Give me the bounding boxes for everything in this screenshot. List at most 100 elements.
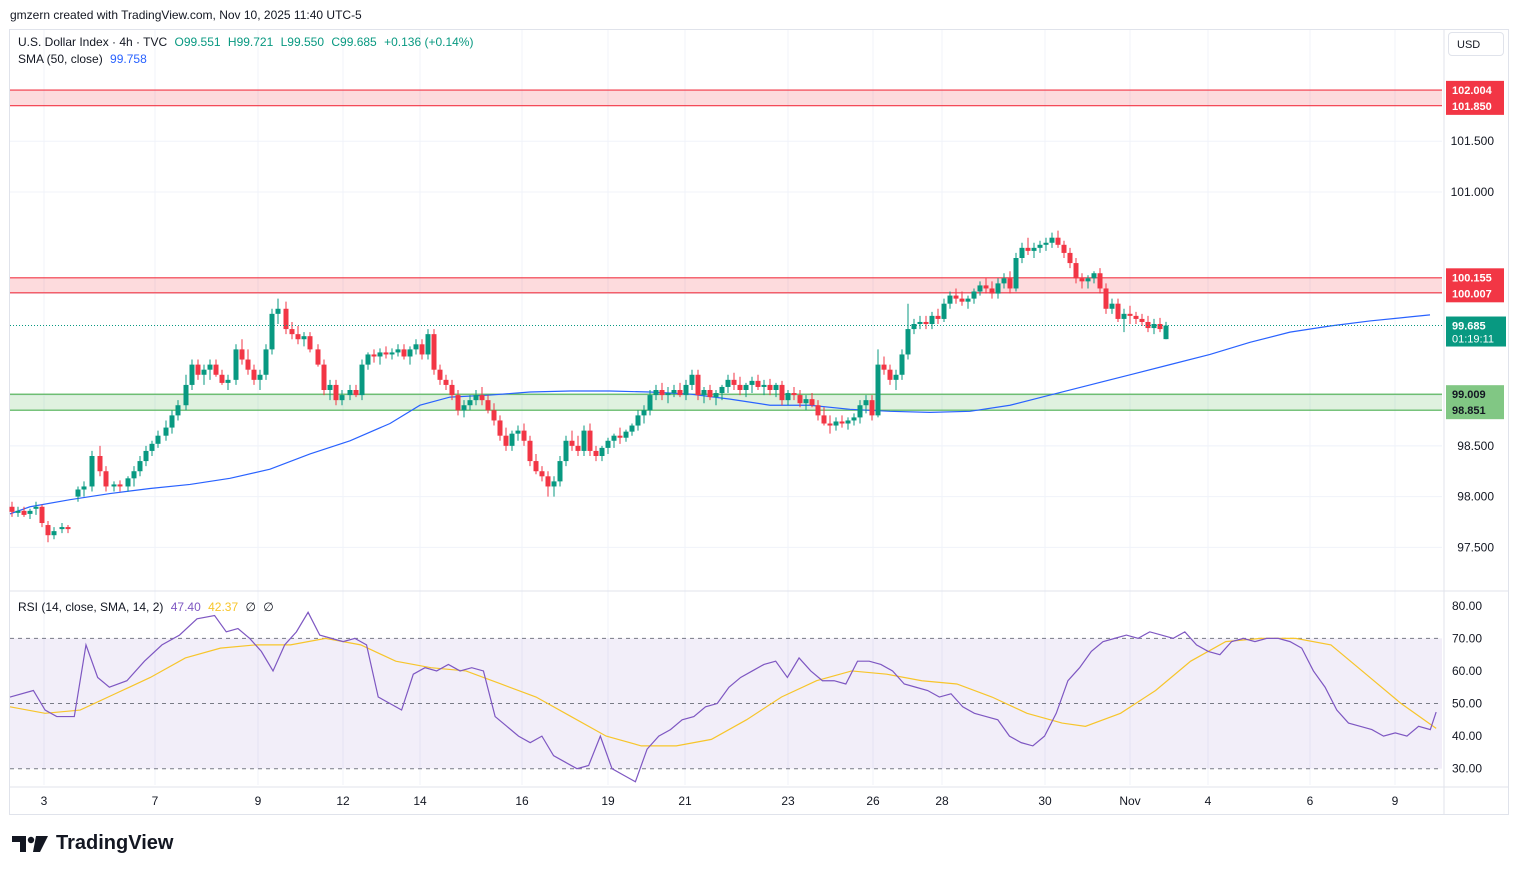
candle-body <box>1115 303 1121 319</box>
candle-body <box>749 380 755 385</box>
candle-body <box>665 393 671 396</box>
candle-body <box>75 489 81 497</box>
rsi-empty-2: ∅ <box>263 600 274 614</box>
zone-top-label: 99.009 <box>1452 389 1486 401</box>
candle-body <box>1007 278 1013 289</box>
candle-body <box>755 380 761 387</box>
candle-body <box>941 303 947 319</box>
candle-body <box>425 334 431 355</box>
candle-body <box>497 420 503 436</box>
sma-label: SMA (50, close) <box>18 52 103 66</box>
candle-body <box>455 395 461 411</box>
sma-value: 99.758 <box>110 52 147 66</box>
candle-body <box>467 400 473 406</box>
zone-price-tag <box>1446 268 1504 303</box>
candle-body <box>581 430 587 451</box>
zone-bottom-label: 100.007 <box>1452 288 1492 300</box>
candle-body <box>737 384 743 390</box>
tradingview-logo-icon <box>12 835 48 852</box>
ohlc-change: +0.136 (+0.14%) <box>384 35 474 49</box>
candle-body <box>1151 324 1157 329</box>
candle-body <box>1145 321 1151 329</box>
candle-body <box>1121 313 1127 319</box>
candle-body <box>959 298 965 302</box>
candle-body <box>183 384 189 406</box>
candle-body <box>593 450 599 456</box>
candle-body <box>339 395 345 401</box>
candle-body <box>155 435 161 444</box>
candle-body <box>365 354 371 365</box>
candle-body <box>695 374 701 396</box>
candle-body <box>833 421 839 426</box>
x-tick-label: 9 <box>255 794 262 808</box>
rsi-label: RSI (14, close, SMA, 14, 2) <box>18 600 164 614</box>
tradingview-brand[interactable]: TradingView <box>12 832 173 855</box>
x-tick-label: 23 <box>781 794 795 808</box>
candle-body <box>149 443 155 451</box>
candle-body <box>359 364 365 396</box>
x-tick-label: 16 <box>515 794 529 808</box>
candle-body <box>629 425 635 432</box>
candle-body <box>383 352 389 355</box>
candle-body <box>175 405 181 416</box>
rsi-legend[interactable]: RSI (14, close, SMA, 14, 2) 47.40 42.37 … <box>18 600 278 614</box>
candle-body <box>315 349 321 365</box>
y-tick-label: 98.500 <box>1457 439 1494 453</box>
zone-price-tag <box>1446 80 1504 115</box>
zone-bottom-label: 98.851 <box>1452 405 1486 417</box>
candle-body <box>1037 244 1043 248</box>
y-tick-label: 101.000 <box>1451 185 1495 199</box>
candle-body <box>1019 247 1025 258</box>
candle-body <box>995 283 1001 294</box>
candle-body <box>983 285 989 289</box>
candle-body <box>389 352 395 355</box>
candle-body <box>1097 273 1103 289</box>
currency-selector[interactable]: USD <box>1448 32 1504 56</box>
rsi-value: 47.40 <box>170 600 201 614</box>
candle-body <box>1049 237 1055 243</box>
y-tick-label: 98.000 <box>1457 490 1494 504</box>
candle-body <box>827 423 833 426</box>
symbol-name: U.S. Dollar Index · 4h · TVC <box>18 35 168 49</box>
candle-body <box>881 364 887 370</box>
candle-body <box>929 315 935 324</box>
brand-name: TradingView <box>56 832 174 854</box>
rsi-empty-1: ∅ <box>245 600 256 614</box>
candle-body <box>671 390 677 394</box>
candle-body <box>449 384 455 396</box>
rsi-tick-label: 80.00 <box>1452 599 1482 613</box>
candle-body <box>201 369 207 375</box>
candle-body <box>401 349 407 357</box>
candle-body <box>1055 237 1061 245</box>
sma-legend[interactable]: SMA (50, close) 99.758 <box>18 52 151 66</box>
candle-body <box>815 405 821 416</box>
zone-top-label: 100.155 <box>1452 272 1492 284</box>
candle-body <box>587 430 593 451</box>
candle-body <box>283 308 289 330</box>
candle-body <box>9 506 15 512</box>
candle-body <box>33 506 39 509</box>
candle-body <box>117 484 123 487</box>
candle-body <box>533 461 539 472</box>
candle-body <box>233 349 239 380</box>
candle-body <box>917 321 923 324</box>
ohlc-open: O99.551 <box>174 35 221 49</box>
x-tick-label: 14 <box>413 794 427 808</box>
ohlc-close: C99.685 <box>331 35 377 49</box>
last-price-label: 99.685 <box>1452 321 1486 333</box>
candle-body <box>189 364 195 385</box>
candle-body <box>851 417 857 421</box>
candle-body <box>1103 288 1109 309</box>
candle-body <box>731 379 737 385</box>
candle-body <box>563 440 569 462</box>
candle-body <box>485 400 491 411</box>
candle-body <box>845 420 851 424</box>
candle-body <box>875 364 881 416</box>
candle-body <box>307 336 313 350</box>
candle-body <box>887 369 893 380</box>
candle-body <box>395 349 401 353</box>
candle-body <box>1139 318 1145 322</box>
candle-body <box>641 410 647 416</box>
candle-body <box>1013 258 1019 289</box>
